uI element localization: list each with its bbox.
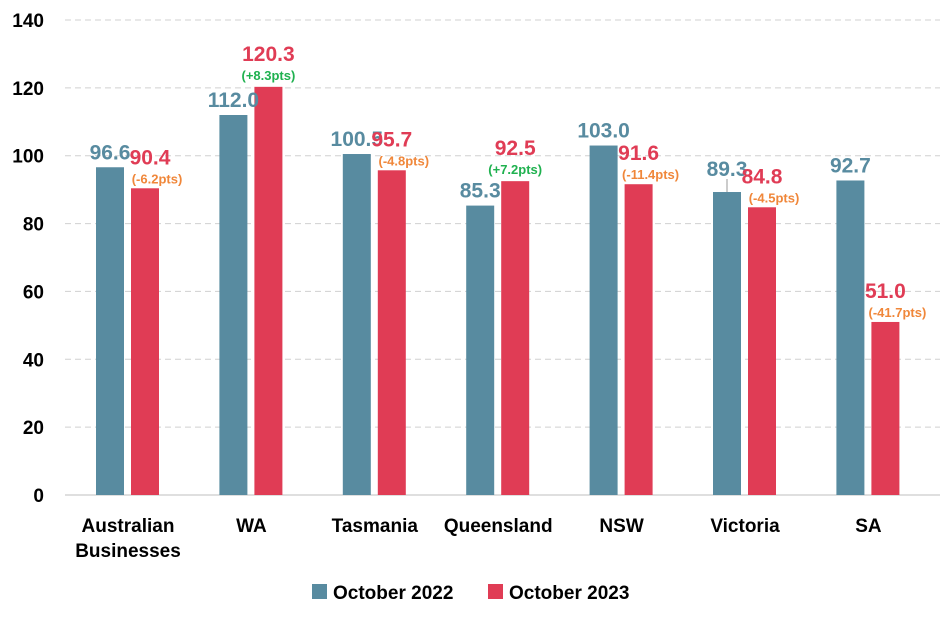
- y-tick-label: 100: [12, 147, 44, 168]
- bar-2022: [219, 115, 248, 495]
- legend-label: October 2022: [333, 583, 453, 604]
- bar-2022: [713, 192, 741, 495]
- change-label: (-6.2pts): [132, 171, 183, 186]
- y-tick-label: 140: [12, 11, 44, 32]
- x-tick-label: Australian: [82, 516, 175, 537]
- y-tick-label: 60: [23, 282, 44, 303]
- y-tick-label: 0: [33, 486, 44, 507]
- data-label-2022: 112.0: [208, 89, 259, 112]
- bar-2023: [624, 184, 653, 495]
- change-label: (-11.4pts): [622, 167, 679, 182]
- data-label-2023: 84.8: [742, 165, 783, 188]
- x-tick-label: Businesses: [75, 541, 181, 562]
- data-label-2023: 95.7: [371, 128, 412, 151]
- data-label-2023: 90.4: [130, 146, 171, 169]
- y-tick-label: 40: [23, 350, 44, 371]
- data-label-2023: 120.3: [242, 43, 295, 66]
- data-label-2023: 91.6: [618, 142, 659, 165]
- x-tick-label: Victoria: [710, 516, 780, 537]
- bar-2022: [96, 167, 124, 495]
- bar-2023: [748, 207, 776, 496]
- change-label: (-4.5pts): [749, 190, 800, 205]
- y-tick-label: 120: [12, 79, 44, 100]
- data-label-2022: 85.3: [460, 180, 501, 203]
- data-label-2022: 103.0: [577, 120, 630, 143]
- bar-2023: [871, 321, 900, 495]
- x-tick-label: Queensland: [444, 516, 553, 537]
- data-label-2022: 92.7: [830, 154, 871, 177]
- y-tick-label: 20: [23, 418, 44, 439]
- bar-2023: [254, 86, 283, 495]
- x-tick-label: WA: [236, 516, 267, 537]
- x-tick-label: NSW: [599, 516, 643, 537]
- bar-2022: [466, 205, 495, 495]
- bar-2022: [836, 180, 865, 495]
- legend-swatch: [312, 584, 327, 599]
- change-label: (+8.3pts): [241, 68, 295, 83]
- data-label-2022: 89.3: [707, 158, 748, 181]
- legend-label: October 2023: [509, 583, 629, 604]
- change-label: (-4.8pts): [379, 153, 430, 168]
- bar-2023: [377, 170, 406, 495]
- data-label-2023: 92.5: [495, 137, 536, 160]
- bar-2022: [342, 154, 371, 495]
- data-label-2022: 100.5: [331, 128, 384, 151]
- data-label-2023: 51.0: [865, 280, 906, 303]
- data-label-2022: 96.6: [90, 141, 131, 164]
- bar-2022: [589, 145, 618, 496]
- bar-2023: [501, 181, 530, 496]
- bar-2023: [131, 188, 159, 496]
- x-tick-label: Tasmania: [332, 516, 419, 537]
- legend-swatch: [488, 584, 503, 599]
- y-tick-label: 80: [23, 215, 44, 236]
- change-label: (+7.2pts): [488, 162, 542, 177]
- change-label: (-41.7pts): [869, 305, 927, 320]
- x-tick-label: SA: [855, 516, 882, 537]
